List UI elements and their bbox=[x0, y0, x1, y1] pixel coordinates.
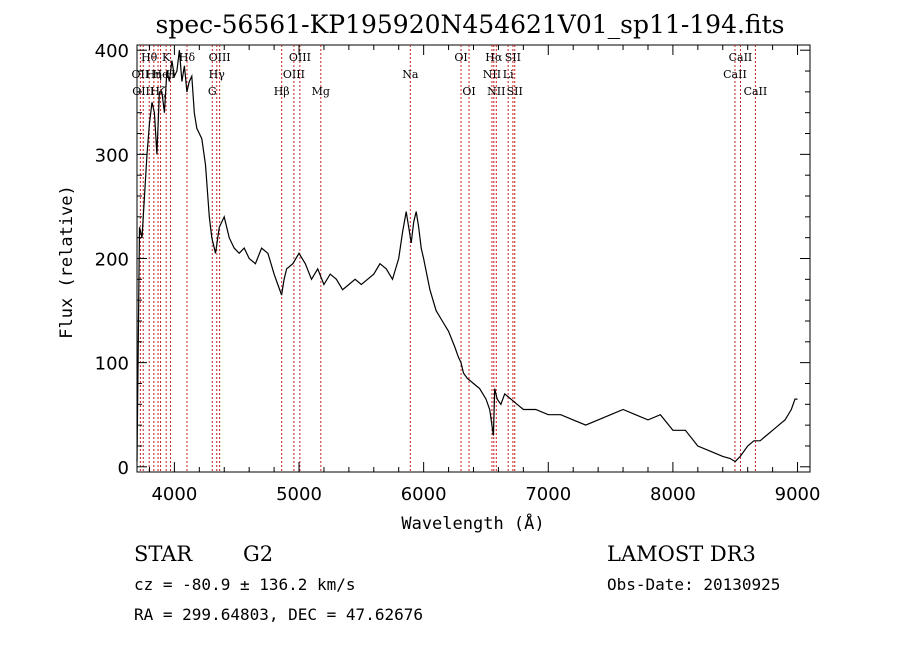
spectral-line-label: Hη bbox=[146, 68, 162, 81]
x-tick-label: 6000 bbox=[401, 484, 447, 505]
y-tick-label: 200 bbox=[95, 250, 129, 271]
chart-title: spec-56561-KP195920N454621V01_sp11-194.f… bbox=[156, 10, 785, 39]
spectral-line-label: Hθ bbox=[141, 51, 158, 64]
spectral-line-labels: OIIOIIIHθHηHζHeKHHδGHγOIIIHβOIIIOIIIMgNa… bbox=[132, 51, 768, 98]
spectral-line-label: Hγ bbox=[209, 68, 226, 81]
y-tick-label: 400 bbox=[95, 41, 129, 62]
x-axis-label: Wavelength (Å) bbox=[401, 512, 544, 534]
y-tick-label: 100 bbox=[95, 354, 129, 375]
spectral-line-label: G bbox=[208, 85, 217, 98]
spectral-line-label: SII bbox=[505, 51, 521, 64]
x-tick-label: 8000 bbox=[650, 484, 696, 505]
y-axis-ticks: 0 100 200 300 400 bbox=[95, 41, 810, 479]
subclass: G2 bbox=[243, 542, 273, 566]
spectral-line-label: Hβ bbox=[274, 85, 290, 98]
y-tick-label: 300 bbox=[95, 145, 129, 166]
survey-name: LAMOST DR3 bbox=[607, 542, 756, 566]
spectral-line-label: He bbox=[153, 68, 169, 81]
spectral-line-label: Mg bbox=[312, 85, 330, 98]
spectrum-line bbox=[136, 50, 798, 463]
x-tick-label: 5000 bbox=[276, 484, 322, 505]
spectral-line-label: CaII bbox=[729, 51, 753, 64]
spectral-line-label: K bbox=[162, 51, 171, 64]
spectral-line-markers bbox=[139, 45, 756, 472]
spectral-line-label: NII bbox=[483, 68, 501, 81]
y-axis-label: Flux (relative) bbox=[57, 185, 77, 339]
x-tick-label: 9000 bbox=[775, 484, 821, 505]
spectral-line-label: SII bbox=[507, 85, 523, 98]
y-tick-label: 0 bbox=[118, 458, 129, 479]
spectral-line-label: NII bbox=[487, 85, 505, 98]
spectral-line-label: CaII bbox=[744, 85, 768, 98]
x-tick-label: 4000 bbox=[151, 484, 197, 505]
spectral-line-label: Na bbox=[402, 68, 419, 81]
spectral-line-label: OI bbox=[462, 85, 475, 98]
spectral-line-label: CaII bbox=[723, 68, 747, 81]
class-type: STAR bbox=[134, 542, 193, 566]
ra-dec: RA = 299.64803, DEC = 47.62676 bbox=[134, 605, 423, 624]
spectral-line-label: OIII bbox=[283, 68, 305, 81]
x-tick-label: 7000 bbox=[525, 484, 571, 505]
spectral-line-label: Hα bbox=[485, 51, 503, 64]
x-axis-ticks: 4000 5000 6000 7000 8000 9000 bbox=[148, 45, 821, 505]
obs-date: Obs-Date: 20130925 bbox=[607, 575, 780, 594]
spectral-line-label: OIII bbox=[289, 51, 311, 64]
spectral-line-label: Hδ bbox=[179, 51, 196, 64]
redshift-cz: cz = -80.9 ± 136.2 km/s bbox=[134, 575, 356, 594]
plot-frame bbox=[136, 44, 811, 473]
spectral-line-label: OI bbox=[454, 51, 467, 64]
spectral-line-label: OIII bbox=[209, 51, 231, 64]
spectral-line-label: Li bbox=[503, 68, 514, 81]
spectral-line-label: OII bbox=[132, 68, 150, 81]
spectral-line-label: OIII bbox=[132, 85, 154, 98]
spectral-line-label: Hζ bbox=[150, 85, 166, 98]
